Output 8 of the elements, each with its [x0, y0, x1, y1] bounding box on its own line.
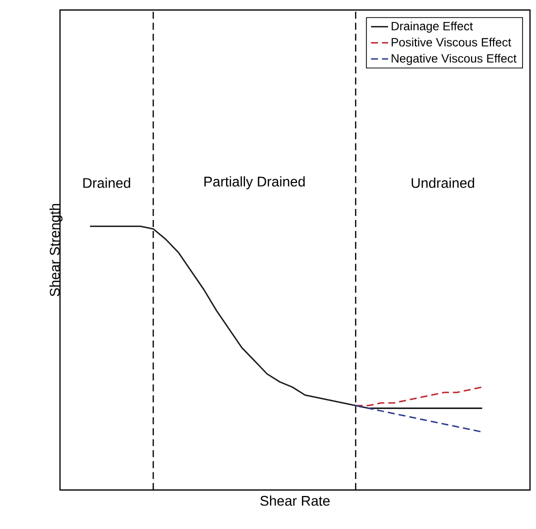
legend-label: Negative Viscous Effect [392, 54, 516, 65]
text: Partially Drained [204, 176, 305, 190]
x-axis-title: Shear Rate [260, 496, 330, 506]
y-axis-title: Shear Strength [49, 204, 62, 296]
legend-label: Positive Viscous Effect [392, 38, 512, 46]
text: Drained [83, 178, 130, 188]
text: Undrained [412, 178, 474, 188]
legend-label: Drainage Effect [392, 22, 473, 33]
